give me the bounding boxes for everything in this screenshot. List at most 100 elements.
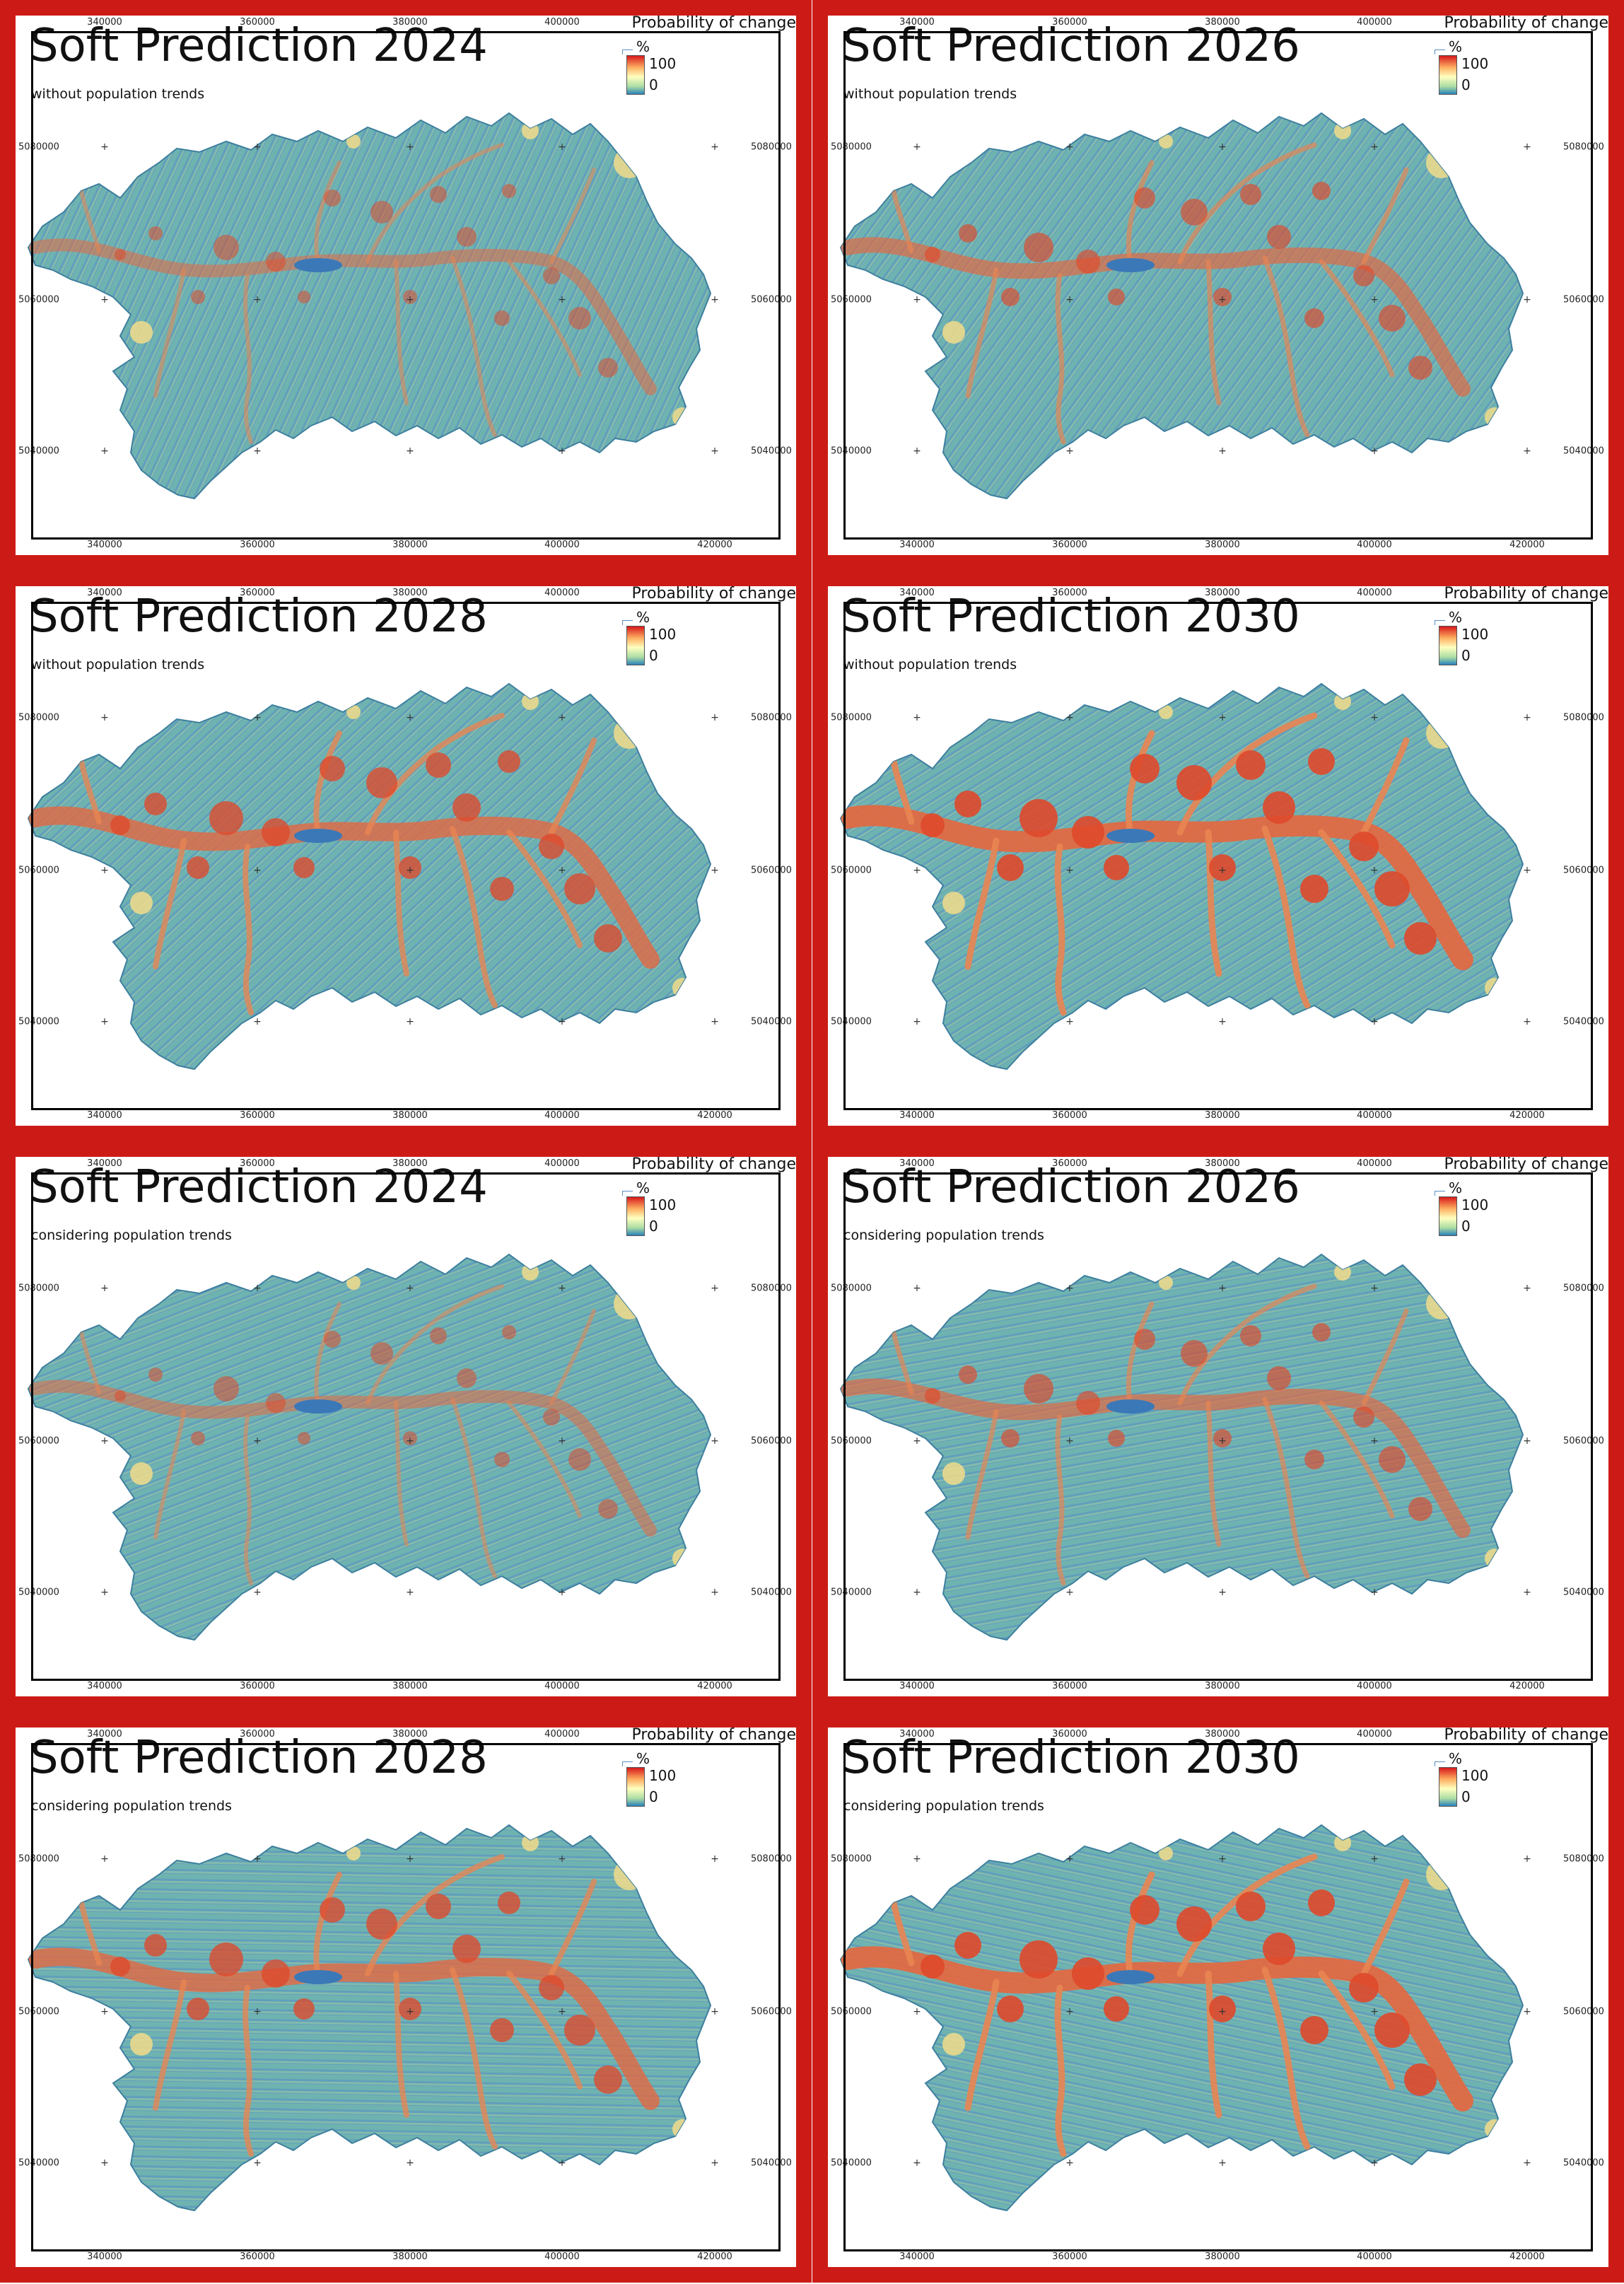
grid-cross-icon: +	[406, 865, 414, 876]
valley-change-corridor	[153, 1409, 186, 1539]
high-probability-patch	[1408, 356, 1432, 380]
valley-change-corridor	[1262, 1397, 1310, 1579]
grid-cross-icon: +	[406, 445, 414, 457]
grid-cross-icon: +	[1218, 2157, 1227, 2169]
legend-color-ramp	[626, 626, 645, 665]
valley-change-corridor	[243, 844, 254, 1015]
high-probability-patch	[262, 1959, 290, 1988]
valley-change-corridor	[365, 713, 505, 835]
valley-change-corridor	[549, 1879, 597, 1976]
y-tick-label: 5060000	[18, 294, 59, 305]
grid-cross-icon: +	[1065, 865, 1074, 876]
grid-cross-icon: +	[558, 2006, 566, 2017]
high-probability-patch	[370, 1342, 393, 1365]
y-tick-label: 5040000	[751, 445, 792, 457]
y-tick-label: 5080000	[831, 141, 872, 153]
x-tick-label: 400000	[1357, 1729, 1392, 1740]
valley-change-corridor	[1319, 1400, 1395, 1519]
grid-cross-icon: +	[1370, 1016, 1379, 1027]
high-probability-patch	[1108, 1430, 1125, 1447]
low-probability-patch	[1426, 1859, 1457, 1890]
panel-subtitle: considering population trends	[843, 1798, 1044, 1814]
legend-max-label: 100	[649, 626, 677, 643]
low-probability-patch	[522, 122, 539, 139]
grid-cross-icon: +	[711, 294, 719, 305]
low-probability-patch	[896, 972, 913, 989]
valley-change-corridor	[393, 829, 409, 977]
legend-marker-icon	[622, 1191, 633, 1196]
high-probability-patch	[1130, 754, 1159, 783]
high-probability-patch	[1236, 750, 1266, 780]
grid-cross-icon: +	[1523, 1853, 1531, 1865]
legend-unit: %	[1449, 38, 1463, 55]
high-probability-patch	[1267, 1366, 1291, 1390]
grid-cross-icon: +	[100, 1016, 109, 1027]
valley-change-corridor	[891, 188, 914, 254]
high-probability-patch	[1108, 289, 1125, 305]
grid-cross-icon: +	[1370, 445, 1379, 457]
high-probability-patch	[594, 924, 622, 952]
high-probability-patch	[403, 1431, 417, 1445]
panel-title: Soft Prediction 2026	[842, 20, 1300, 72]
grid-cross-icon: +	[711, 445, 719, 457]
high-probability-patch	[1353, 1406, 1374, 1428]
high-probability-patch	[1379, 1446, 1406, 1473]
low-probability-patch	[62, 1309, 87, 1334]
panel-subtitle: considering population trends	[31, 1798, 232, 1814]
valley-change-corridor	[79, 189, 101, 253]
valley-change-corridor	[1055, 1414, 1066, 1586]
y-tick-label: 5060000	[18, 1435, 59, 1447]
valley-change-corridor	[1360, 1878, 1410, 1977]
valley-change-corridor	[1318, 1970, 1396, 2090]
high-probability-patch	[266, 1393, 286, 1413]
urban-core	[294, 829, 342, 843]
grid-cross-icon: +	[913, 1283, 921, 1294]
x-tick-label: 340000	[87, 17, 122, 28]
high-probability-patch	[426, 752, 451, 778]
map-panel: Soft Prediction 2026 considering populati…	[812, 1141, 1624, 1712]
low-probability-patch	[1159, 705, 1173, 719]
high-probability-patch	[1020, 799, 1058, 837]
high-probability-patch	[320, 756, 345, 781]
high-probability-patch	[1104, 855, 1129, 880]
valley-change-corridor	[890, 1899, 915, 1967]
high-probability-patch	[997, 1995, 1024, 2022]
valley-change-corridor	[314, 1302, 341, 1409]
valley-change-corridor	[450, 1397, 497, 1578]
high-probability-patch	[1263, 791, 1295, 824]
x-tick-label: 420000	[1509, 2251, 1545, 2262]
high-probability-patch	[209, 801, 243, 835]
grid-cross-icon: +	[253, 2006, 262, 2017]
grid-cross-icon: +	[1523, 1016, 1531, 1027]
panel-subtitle: without population trends	[843, 86, 1017, 102]
high-probability-patch	[1240, 184, 1261, 205]
low-probability-patch	[1159, 1276, 1173, 1290]
legend-marker-icon	[622, 49, 633, 54]
y-tick-label: 5060000	[1563, 1435, 1604, 1447]
high-probability-patch	[1404, 2063, 1437, 2096]
grid-cross-icon: +	[1218, 141, 1227, 153]
high-probability-patch	[959, 224, 977, 243]
high-probability-patch	[502, 184, 516, 198]
x-tick-label: 420000	[697, 2251, 732, 2262]
grid-cross-icon: +	[1218, 865, 1227, 876]
grid-cross-icon: +	[1370, 141, 1379, 153]
legend-unit: %	[636, 609, 650, 626]
x-tick-label: 400000	[1357, 1681, 1392, 1691]
y-tick-label: 5040000	[1563, 1587, 1604, 1598]
valley-change-corridor	[450, 256, 497, 437]
valley-change-corridor	[1318, 829, 1396, 949]
valley-change-corridor	[1205, 259, 1222, 406]
legend-color-ramp	[1439, 1196, 1457, 1236]
low-probability-patch	[614, 718, 645, 749]
map-panel: Soft Prediction 2026 without population t…	[812, 0, 1624, 571]
map-panel: Soft Prediction 2030 considering populati…	[812, 1712, 1624, 2283]
y-tick-label: 5040000	[1563, 445, 1604, 457]
high-probability-patch	[502, 1325, 516, 1339]
high-probability-patch	[1134, 187, 1155, 209]
high-probability-patch	[426, 1894, 451, 1919]
x-tick-label: 380000	[392, 17, 428, 28]
x-tick-label: 360000	[240, 17, 275, 28]
low-probability-patch	[874, 1880, 899, 1905]
grid-cross-icon: +	[253, 1587, 262, 1598]
